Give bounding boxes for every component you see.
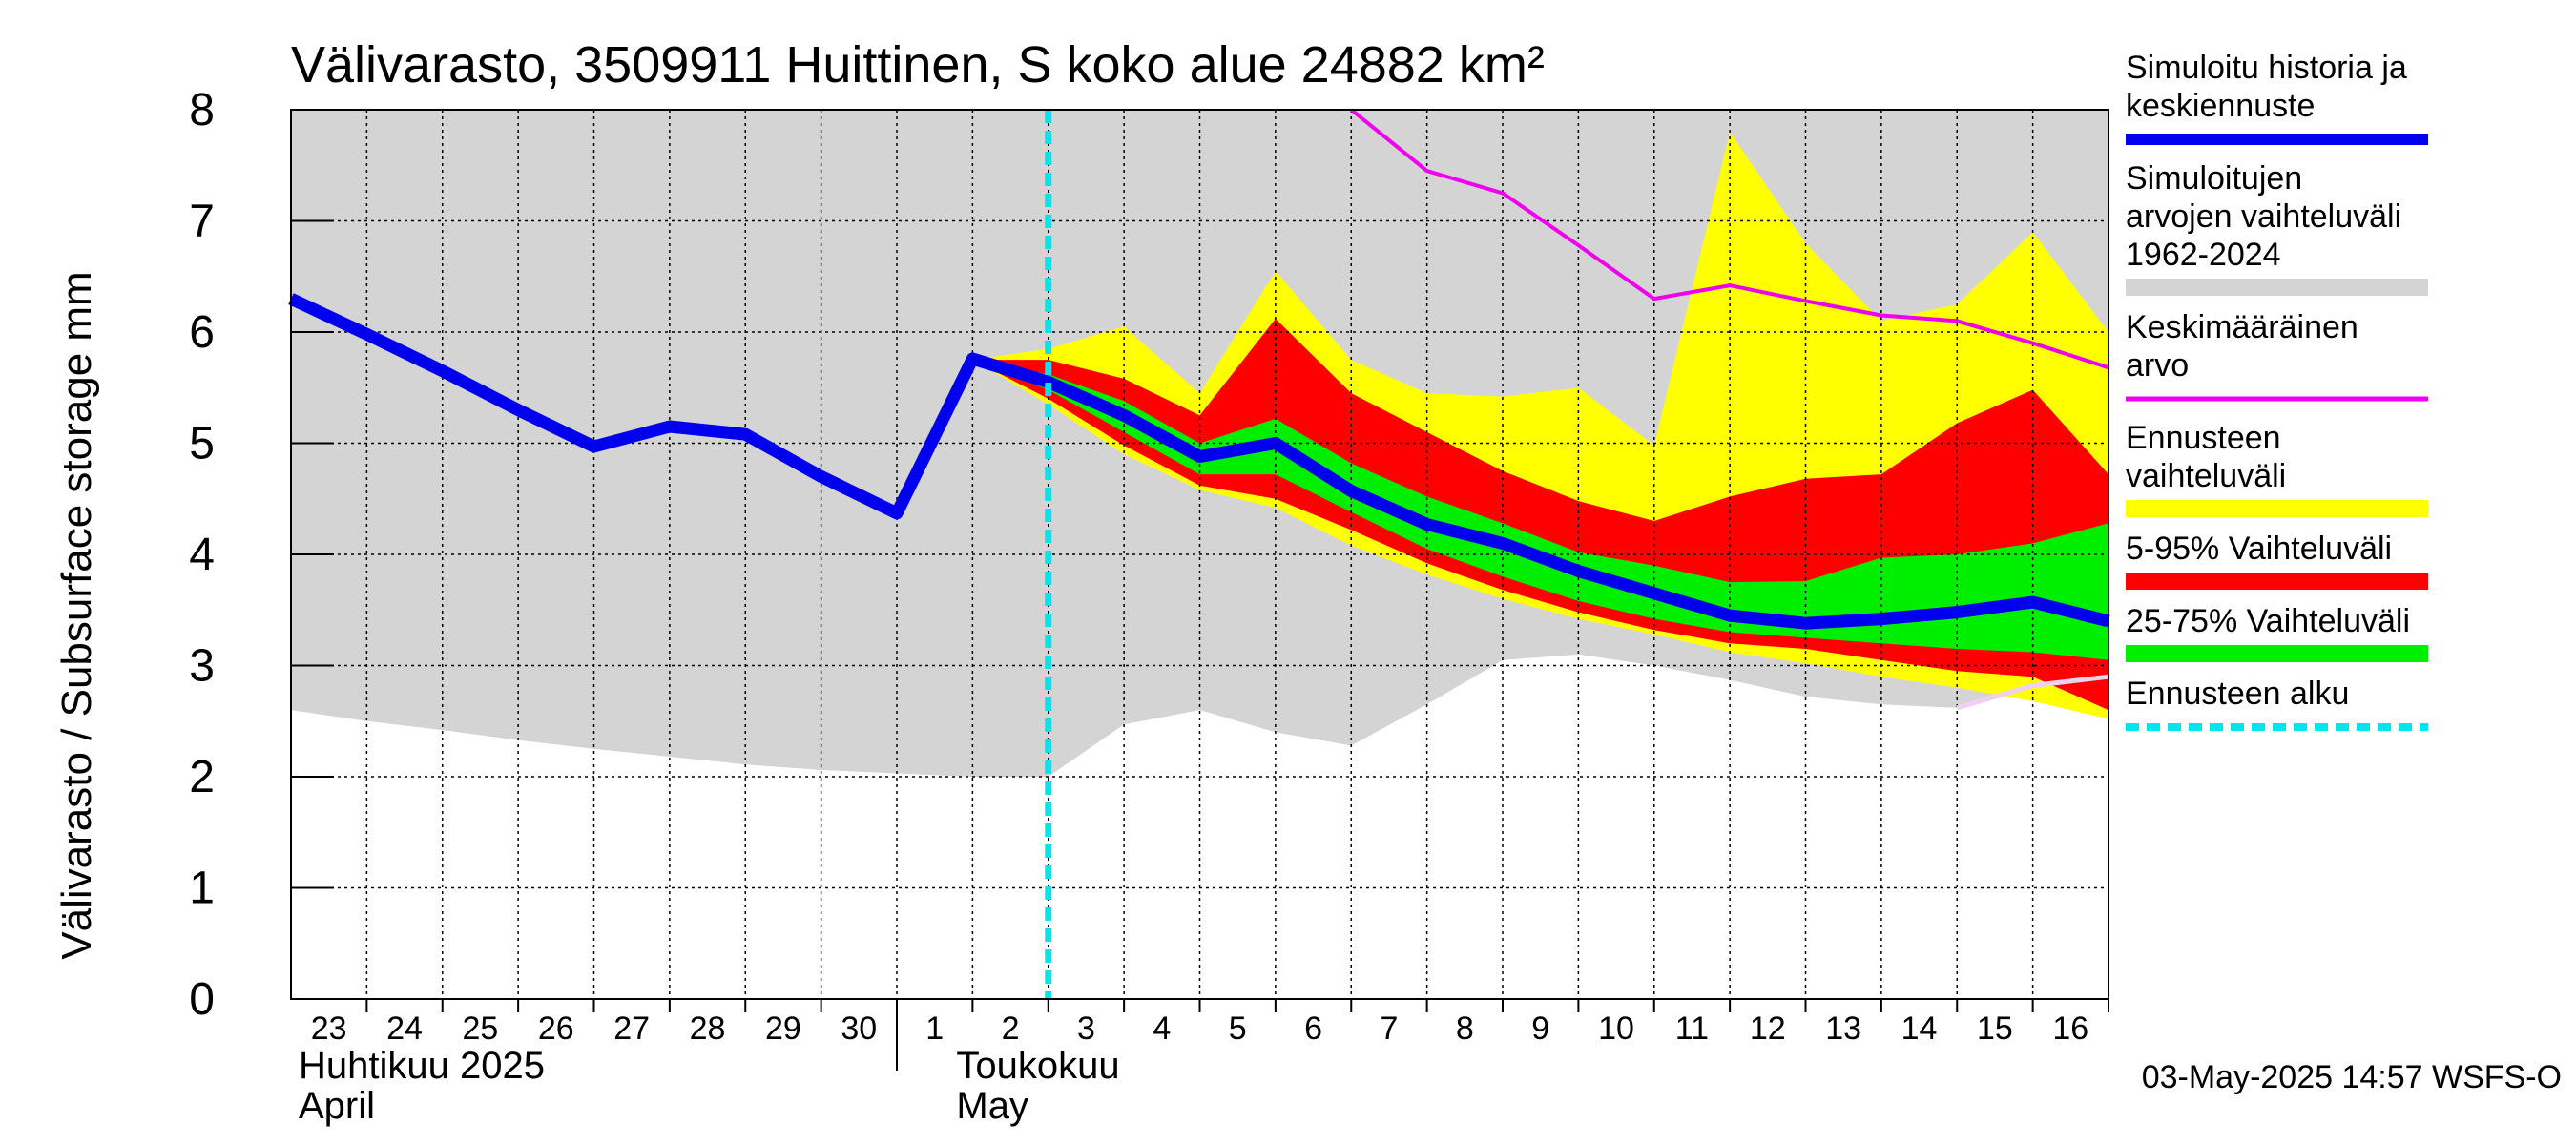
month-label-en: May [956,1085,1028,1127]
x-tick-label: 2 [1002,1010,1020,1047]
legend: Simuloitu historia ja keskiennuste Simuloi… [2126,50,2428,731]
legend-label: Keskimääräinen arvo [2126,309,2358,384]
legend-item: 5-95% Vaihteluväli [2126,531,2428,590]
legend-label: 5-95% Vaihteluväli [2126,531,2392,567]
x-tick-label: 15 [1977,1010,2013,1047]
y-tick-label: 7 [189,197,215,247]
x-tick-label: 10 [1598,1010,1634,1047]
y-axis-label: Välivarasto / Subsurface storage mm [53,271,100,959]
median-line [288,293,2110,630]
legend-item: 25-75% Vaihteluväli [2126,603,2428,662]
mean-value-line [1350,108,2109,370]
legend-swatch [2126,645,2428,662]
legend-item: Keskimääräinen arvo [2126,309,2428,402]
legend-swatch [2126,279,2428,296]
x-tick-label: 12 [1750,1010,1786,1047]
grid-lines [291,110,2109,999]
legend-item: Ennusteen alku [2126,676,2428,731]
x-tick-label: 9 [1531,1010,1549,1047]
legend-label: Simuloitujen arvojen vaihteluväli 1962-202… [2126,160,2401,273]
y-tick-label: 4 [189,530,215,580]
x-tick-label: 29 [765,1010,801,1047]
x-tick-label: 8 [1456,1010,1474,1047]
y-tick-label: 1 [189,864,215,914]
month-label-en: April [299,1085,375,1127]
x-tick-label: 25 [463,1010,499,1047]
x-tick-label: 6 [1304,1010,1322,1047]
x-tick-label: 27 [613,1010,650,1047]
month-label-fi: Toukokuu [956,1045,1119,1087]
plot-area [288,108,2110,1000]
y-tick-label: 8 [189,85,215,135]
legend-label: Ennusteen vaihteluväli [2126,420,2286,494]
y-tick-label: 0 [189,974,215,1025]
x-tick-label: 11 [1675,1010,1709,1047]
legend-item: Simuloitu historia ja keskiennuste [2126,50,2428,145]
legend-swatch [2126,572,2428,590]
x-tick-label: 3 [1077,1010,1095,1047]
x-tick-label: 7 [1380,1010,1398,1047]
y-tick-label: 5 [189,419,215,469]
x-tick-label: 24 [386,1010,423,1047]
x-tick-label: 13 [1825,1010,1861,1047]
x-tick-label: 5 [1229,1010,1247,1047]
band-25-75 [972,360,2109,660]
y-tick-label: 6 [189,307,215,358]
legend-label: Ennusteen alku [2126,676,2349,712]
x-tick-label: 23 [311,1010,347,1047]
legend-label: Simuloitu historia ja keskiennuste [2126,50,2407,124]
month-label-fi: Huhtikuu 2025 [299,1045,545,1087]
x-tick-label: 4 [1153,1010,1171,1047]
legend-item: Simuloitujen arvojen vaihteluväli 1962-202… [2126,160,2428,296]
x-tick-label: 28 [690,1010,726,1047]
y-axis: 0 1 2 3 4 5 6 7 8 [189,85,334,1025]
tail-line [1956,674,2109,711]
legend-item: Ennusteen vaihteluväli [2126,420,2428,517]
x-tick-label: 16 [2052,1010,2088,1047]
y-tick-label: 3 [189,641,215,692]
y-tick-label: 2 [189,752,215,802]
legend-label: 25-75% Vaihteluväli [2126,603,2410,639]
x-axis: 23 24 25 26 27 28 29 30 1 2 3 4 5 6 7 8 9 10 11 12 13 14 15 16 [311,999,2109,1047]
timestamp: 03-May-2025 14:57 WSFS-O [2142,1059,2562,1095]
chart-title: Välivarasto, 3509911 Huittinen, S koko a… [291,36,1545,94]
band-25-75-area [972,360,2109,660]
x-tick-label: 30 [841,1010,877,1047]
x-tick-label: 26 [538,1010,574,1047]
legend-swatch [2126,500,2428,517]
x-tick-label: 14 [1901,1010,1938,1047]
x-tick-label: 1 [925,1010,944,1047]
